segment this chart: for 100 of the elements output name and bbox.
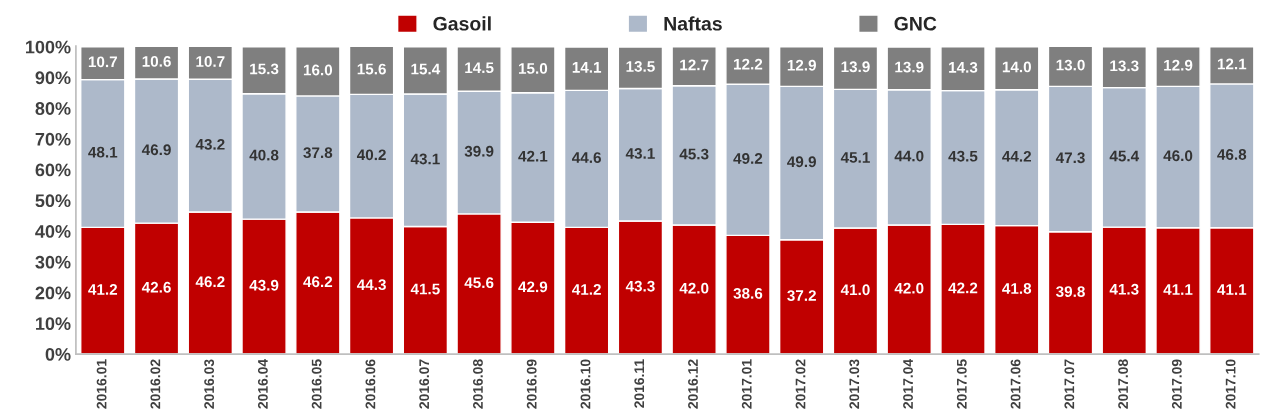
data-label: 46.0 <box>1163 150 1193 162</box>
data-label: 42.0 <box>894 282 924 294</box>
data-label: 15.0 <box>518 63 548 74</box>
data-label: 37.8 <box>303 147 333 159</box>
data-label: 48.1 <box>88 146 118 158</box>
data-label: 44.2 <box>1002 150 1031 162</box>
data-label: 41.1 <box>1217 284 1247 295</box>
data-label: 41.3 <box>1109 283 1139 295</box>
y-tick-label: 90% <box>35 71 71 85</box>
data-label: 14.1 <box>572 62 602 73</box>
data-label: 38.6 <box>733 288 763 299</box>
data-label: 12.2 <box>734 58 763 70</box>
data-label: 37.2 <box>787 290 816 302</box>
data-label: 44.6 <box>572 152 601 163</box>
data-label: 43.1 <box>625 148 655 159</box>
data-label: 15.3 <box>250 63 279 75</box>
x-tick-label: 2016.07 <box>419 359 430 409</box>
data-label: 45.4 <box>1109 150 1140 162</box>
data-label: 49.9 <box>787 156 816 168</box>
x-tick-label: 2016.01 <box>96 359 107 409</box>
data-label: 39.8 <box>1055 286 1085 298</box>
x-tick-label: 2016.12 <box>688 359 698 409</box>
data-label: 14.0 <box>1002 61 1031 73</box>
data-label: 44.3 <box>356 279 386 291</box>
data-label: 12.1 <box>1217 58 1247 70</box>
data-label: 10.6 <box>142 55 171 67</box>
data-label: 13.3 <box>1110 60 1139 72</box>
data-label: 46.8 <box>1217 149 1247 160</box>
y-tick-label: 60% <box>35 163 71 177</box>
data-label: 43.5 <box>948 150 978 162</box>
x-tick-label: 2016.03 <box>204 359 215 409</box>
x-tick-label: 2017.09 <box>1171 359 1182 409</box>
data-label: 15.6 <box>357 63 386 75</box>
y-tick-label: 80% <box>35 102 71 115</box>
x-tick-label: 2016.10 <box>580 359 591 409</box>
y-tick-label: 20% <box>35 286 71 300</box>
y-tick-label: 10% <box>36 317 71 331</box>
y-tick-label: 40% <box>35 225 71 238</box>
x-tick-label: 2017.07 <box>1064 359 1075 409</box>
x-tick-label: 2016.06 <box>365 359 376 409</box>
data-label: 41.0 <box>840 284 870 296</box>
data-label: 41.5 <box>410 283 440 295</box>
data-label: 49.2 <box>733 153 763 164</box>
data-label: 13.0 <box>1056 59 1085 71</box>
data-label: 43.2 <box>195 138 225 150</box>
data-label: 45.3 <box>679 148 709 160</box>
data-label: 14.5 <box>465 62 494 74</box>
x-tick-label: 2017.06 <box>1010 359 1021 409</box>
data-label: 43.1 <box>410 153 440 165</box>
x-tick-label: 2017.08 <box>1118 359 1128 409</box>
data-label: 10.7 <box>196 56 225 67</box>
y-tick-label: 30% <box>35 255 71 269</box>
legend-label: Naftas <box>664 16 722 31</box>
data-label: 47.3 <box>1055 152 1085 164</box>
y-tick-label: 50% <box>35 194 71 208</box>
data-label: 12.9 <box>1164 59 1193 71</box>
legend-label: GNC <box>894 16 937 31</box>
data-label: 40.8 <box>249 149 279 161</box>
data-label: 43.9 <box>249 279 279 291</box>
x-tick-label: 2016.11 <box>634 359 645 408</box>
data-label: 10.7 <box>88 56 117 68</box>
legend-label: Gasoil <box>433 16 491 31</box>
data-label: 43.3 <box>625 280 655 292</box>
data-label: 14.3 <box>949 61 978 73</box>
x-tick-label: 2016.02 <box>150 359 161 409</box>
data-label: 42.2 <box>948 282 978 294</box>
x-tick-label: 2017.02 <box>795 359 806 409</box>
data-label: 41.8 <box>1002 283 1032 294</box>
data-label: 42.1 <box>518 150 548 162</box>
data-label: 41.2 <box>572 284 601 295</box>
data-label: 42.0 <box>679 282 709 294</box>
y-tick-label: 100% <box>26 40 71 54</box>
x-tick-label: 2016.04 <box>257 358 268 409</box>
data-label: 46.2 <box>303 276 333 288</box>
x-tick-label: 2017.05 <box>956 359 967 409</box>
data-label: 13.9 <box>841 61 870 73</box>
y-tick-label: 70% <box>35 132 71 146</box>
data-label: 45.6 <box>464 277 494 289</box>
x-tick-label: 2017.03 <box>849 359 860 409</box>
data-label: 45.1 <box>840 152 870 163</box>
data-label: 40.2 <box>356 149 386 161</box>
data-label: 15.4 <box>411 63 441 75</box>
data-label: 46.2 <box>195 276 225 288</box>
x-tick-label: 2017.01 <box>741 359 752 409</box>
data-label: 41.1 <box>1163 284 1193 295</box>
data-label: 46.9 <box>141 144 171 156</box>
x-tick-label: 2016.08 <box>473 359 483 409</box>
y-tick-label: 0% <box>45 347 71 361</box>
data-label: 44.0 <box>894 150 924 162</box>
x-tick-label: 2017.04 <box>903 358 913 409</box>
data-label: 13.5 <box>626 61 655 72</box>
x-tick-label: 2016.05 <box>311 359 322 409</box>
data-label: 13.9 <box>895 61 924 73</box>
data-label: 39.9 <box>464 145 494 157</box>
data-label: 42.6 <box>141 281 171 293</box>
data-label: 12.9 <box>787 59 816 71</box>
x-tick-label: 2016.09 <box>526 359 537 409</box>
x-tick-label: 2017.10 <box>1225 359 1236 409</box>
data-label: 16.0 <box>303 64 333 76</box>
data-label: 42.9 <box>518 281 548 293</box>
